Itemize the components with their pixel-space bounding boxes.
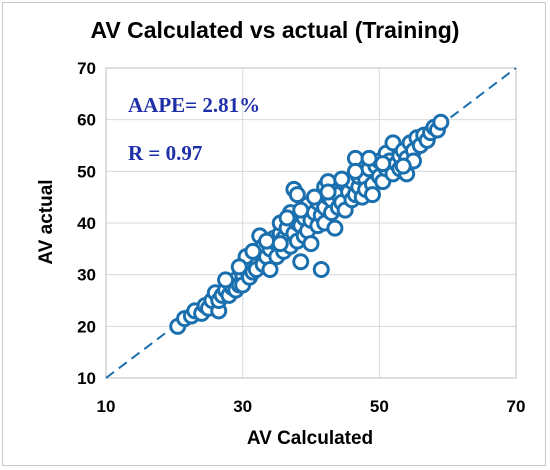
x-axis-label: AV Calculated <box>247 428 373 449</box>
data-point <box>217 271 235 289</box>
data-point <box>292 201 310 219</box>
x-tick-label: 10 <box>97 397 116 416</box>
data-point <box>312 261 330 278</box>
data-point <box>278 209 296 227</box>
data-point <box>244 242 262 260</box>
data-point <box>346 162 364 180</box>
plot-area-border <box>105 67 517 379</box>
x-tick-label: 50 <box>370 397 389 416</box>
data-point <box>333 170 351 188</box>
data-point <box>319 183 337 201</box>
x-tick-label: 70 <box>507 397 526 416</box>
x-tick-labels: 10 30 50 70 <box>97 397 526 416</box>
data-point <box>374 155 392 173</box>
y-axis-label: AV actual <box>36 179 57 264</box>
y-tick-label: 60 <box>77 111 96 130</box>
data-point <box>364 186 381 204</box>
chart-title: AV Calculated vs actual (Training) <box>91 17 460 43</box>
data-point <box>292 253 310 271</box>
data-point <box>394 157 412 175</box>
data-point <box>261 261 279 278</box>
chart-frame <box>2 2 546 466</box>
y-tick-label: 70 <box>77 59 96 78</box>
y-tick-label: 20 <box>77 317 96 336</box>
data-point <box>288 186 306 204</box>
y-tick-label: 40 <box>77 214 96 233</box>
data-point <box>258 232 276 250</box>
data-points <box>169 113 450 335</box>
r-annotation: R = 0.97 <box>128 141 202 165</box>
data-point <box>432 113 450 131</box>
data-point <box>230 258 248 276</box>
x-tick-label: 30 <box>233 397 252 416</box>
data-point <box>326 219 344 237</box>
aape-annotation: AAPE= 2.81% <box>128 93 260 117</box>
data-point <box>302 235 320 253</box>
data-point <box>305 188 323 206</box>
y-tick-labels: 10 20 30 40 50 60 70 <box>77 59 96 388</box>
y-tick-label: 50 <box>77 162 96 181</box>
y-tick-label: 30 <box>77 266 96 285</box>
y-tick-label: 10 <box>77 369 96 388</box>
data-point <box>271 235 289 253</box>
data-point <box>360 149 378 167</box>
